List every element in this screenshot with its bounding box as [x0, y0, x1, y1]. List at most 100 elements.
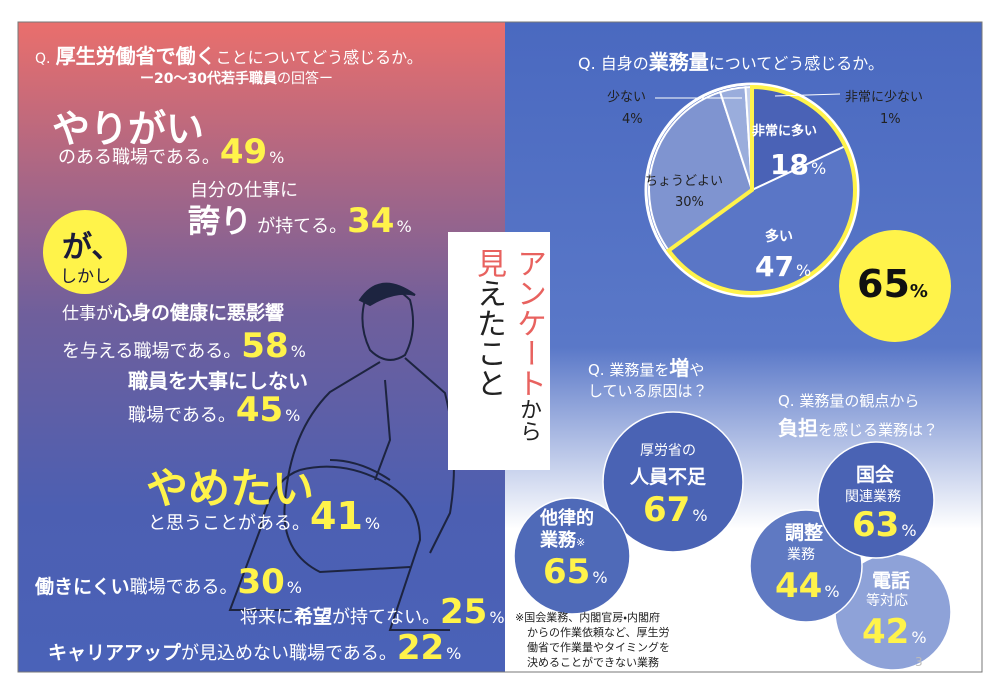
title-text: についてどう感じるか。	[708, 54, 884, 73]
slice-value: 47%	[755, 250, 811, 283]
unit: %	[691, 195, 704, 210]
unit: %	[269, 148, 285, 167]
footnote: ※国会業務、内閣官房・内閣府 からの作業依頼など、厚生労 働省で作業量やタイミン…	[515, 610, 670, 670]
bubble-text: 関連業務	[845, 489, 901, 505]
center-text: から	[516, 398, 541, 442]
bubble-value: 67	[643, 490, 691, 530]
stat-text: 職場である。	[128, 405, 236, 426]
bubble-main: 他律的業務※	[540, 508, 610, 554]
stat-head: 心身の健康に悪影響	[113, 302, 285, 324]
bubble-text: 業務	[787, 547, 815, 563]
bubble-main: 調整	[785, 522, 824, 544]
center-red: アンケート	[511, 248, 546, 398]
slice-label: 多い	[765, 229, 793, 245]
center-red: 見	[471, 248, 506, 278]
stat-text: 職場である。	[129, 577, 238, 598]
stat: と思うことがある。41%	[148, 494, 380, 538]
unit: %	[692, 506, 708, 525]
stat-value: 41	[310, 494, 363, 538]
pie	[644, 82, 860, 298]
stat-value: 22	[396, 628, 445, 668]
highlight-circle	[839, 230, 951, 342]
footnote-line: ※国会業務、内閣官房・内閣府	[515, 611, 660, 624]
stat-pre: 仕事が	[62, 304, 113, 324]
stat: 誇り が持てる。34%	[188, 196, 412, 242]
unit: %	[290, 342, 306, 361]
stat-head: 働きにくい	[35, 576, 130, 598]
stat-value: 58	[241, 326, 289, 366]
badge-top: が、	[62, 230, 122, 265]
slice-value: 30	[675, 195, 692, 210]
bubble-value: 67%	[643, 490, 708, 530]
stat-head: キャリアアップ	[48, 642, 182, 664]
unit: %	[911, 628, 927, 647]
stat: を与える職場である。58%	[62, 326, 306, 366]
subtitle: ー20〜30代若手職員の回答ー	[140, 68, 333, 88]
stat-head: 希望	[294, 606, 333, 628]
bubble-value: 63	[852, 505, 900, 545]
bubble-note: ※	[576, 536, 586, 549]
question: Q. 業務量の観点から	[778, 392, 920, 410]
pie-slice	[648, 90, 754, 252]
stat-value: 30	[237, 562, 285, 602]
stat: のある職場である。49%	[58, 132, 284, 172]
bubble-main: 電話	[872, 570, 911, 592]
q-text: ことについてどう感じるか。	[215, 48, 423, 67]
bubbles	[513, 411, 952, 671]
stat: 働きにくい職場である。30%	[35, 562, 302, 602]
unit: %	[364, 514, 381, 533]
q-prefix: Q.	[35, 51, 51, 67]
stat-head: 職員を大事にしない	[128, 369, 308, 393]
stat: キャリアアップが見込めない職場である。22%	[48, 628, 461, 668]
stat-pre: 仕事が心身の健康に悪影響	[62, 298, 284, 325]
bubble-text: 等対応	[866, 593, 908, 609]
question: Q. 業務量を増や	[588, 352, 704, 381]
bubble-value: 42%	[862, 612, 927, 652]
slice-label: ちょうどよい	[645, 174, 724, 189]
bubble-value: 65	[543, 552, 591, 592]
bubble-main: 他律的業務	[540, 508, 594, 551]
stat-value: 25	[440, 592, 488, 632]
pie-title: Q. 自身の業務量についてどう感じるか。	[578, 46, 884, 75]
highlight-outline	[665, 84, 857, 295]
unit: %	[795, 261, 812, 280]
subtitle-bold: ー20〜30代若手職員	[140, 71, 277, 87]
unit: %	[396, 217, 412, 236]
stat-value: 45	[235, 390, 284, 430]
badge	[43, 210, 127, 294]
q-bold: 負担	[778, 416, 818, 440]
stat-text: のある職場である。	[58, 147, 220, 168]
bubble-value: 42	[862, 612, 910, 652]
frame	[17, 21, 983, 673]
stat: 将来に希望が持てない。25%	[240, 592, 505, 632]
slice-value: 1%	[880, 112, 901, 127]
unit: %	[901, 521, 917, 540]
q-text: Q. 業務量を	[588, 361, 670, 379]
bubble-main: 人員不足	[630, 466, 707, 488]
pie-rim	[644, 82, 860, 298]
q-bold: 厚生労働省で働く	[55, 44, 216, 68]
bubble-main: 国会	[856, 464, 895, 486]
subtitle-text: の回答ー	[276, 71, 333, 87]
bubble-text: 厚労省の	[640, 443, 696, 459]
slice-label: 非常に少ない	[845, 90, 924, 105]
left-question: Q. 厚生労働省で働くことについてどう感じるか。	[35, 40, 423, 69]
slice-value: 30%	[675, 195, 704, 210]
left-panel	[18, 22, 505, 672]
q-text: を感じる業務は？	[818, 421, 939, 439]
slice-value: 47	[755, 250, 794, 283]
slice-value: 18	[770, 148, 809, 181]
stat-text: が持てない。	[332, 607, 441, 628]
badge-bottom: しかし	[60, 267, 111, 287]
unit: %	[286, 578, 302, 597]
slice-value: 4	[622, 112, 631, 127]
slice-value: 1	[880, 112, 889, 127]
q-bold: 増	[669, 356, 690, 380]
bubble-value: 65%	[543, 552, 608, 592]
unit: %	[810, 159, 827, 178]
page-number: 3	[915, 655, 923, 669]
stat-value: 34	[347, 201, 395, 241]
stat-pre: 自分の仕事に	[190, 180, 298, 201]
